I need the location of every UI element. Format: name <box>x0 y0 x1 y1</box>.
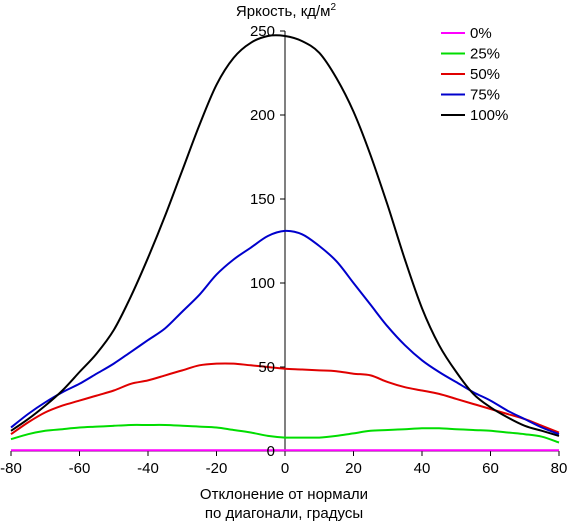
legend-label: 100% <box>470 107 508 124</box>
x-tick-label: -20 <box>206 460 228 477</box>
x-axis-title-line1: Отклонение от нормали <box>200 486 368 503</box>
y-axis-title: Яркость, кд/м2 <box>236 2 337 20</box>
x-tick-label: -40 <box>137 460 159 477</box>
x-axis-title-line2: по диагонали, градусы <box>205 505 363 522</box>
y-axis-title-text: Яркость, кд/м <box>236 3 331 20</box>
x-tick-label: -80 <box>0 460 22 477</box>
x-tick-label: -60 <box>69 460 91 477</box>
series-line-100pct <box>10 34 560 437</box>
x-tick-label: 80 <box>551 460 568 477</box>
x-tick-label: 40 <box>414 460 431 477</box>
y-tick-label: 0 <box>267 443 275 460</box>
series-line-25pct <box>10 423 560 444</box>
tick-labels: -80 -60 -40 -20 0 20 40 60 80 0 50 100 150 200 250 <box>0 23 567 477</box>
legend-label: 0% <box>470 25 492 42</box>
legend-label: 25% <box>470 46 500 63</box>
x-tick-label: 0 <box>281 460 289 477</box>
y-tick-label: 100 <box>250 275 275 292</box>
y-tick-label: 150 <box>250 191 275 208</box>
y-axis-title-superscript: 2 <box>331 2 337 13</box>
y-tick-label: 200 <box>250 107 275 124</box>
legend-label: 50% <box>470 66 500 83</box>
y-tick-label: 250 <box>250 23 275 40</box>
legend-label: 75% <box>470 87 500 104</box>
x-tick-label: 60 <box>482 460 499 477</box>
series-layer <box>10 34 560 452</box>
legend: 0% 25% 50% 75% 100% <box>441 25 508 124</box>
x-tick-label: 20 <box>345 460 362 477</box>
y-tick-label: 50 <box>258 359 275 376</box>
series-line-50pct <box>10 362 560 436</box>
